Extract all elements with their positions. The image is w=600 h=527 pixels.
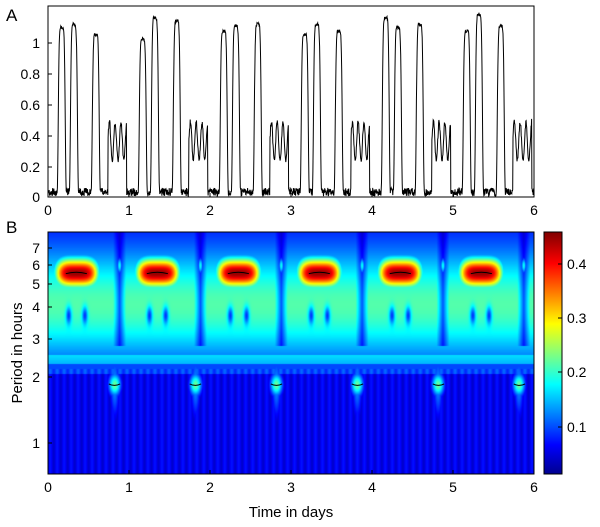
minor-ridge-line [351,383,364,386]
panel-b-x-tick-label-3: 3 [287,479,295,495]
panel-b-x-tick-label-5: 5 [449,479,457,495]
colorbar-gradient [543,231,563,475]
panel-a: 0 1 2 3 4 5 6 0 0.2 0.4 0.6 0.8 1 [21,5,538,218]
panel-a-y-tick-label-5: 1 [32,35,40,51]
major-ridge-line [227,271,250,275]
panel-b-x-tick-label-1: 1 [125,479,133,495]
panel-b-y-ticks: 1 2 3 4 5 6 7 [32,240,52,451]
minor-ridge-line [513,383,526,386]
panel-b-ridge-lines [65,271,526,386]
panel-b-y-tick-label-5: 5 [32,276,40,292]
panel-a-x-tick-label-6: 6 [530,202,538,218]
panel-a-x-tick-label-2: 2 [206,202,214,218]
colorbar-tick-label-1: 0.1 [567,419,587,435]
panel-a-x-tick-label-1: 1 [125,202,133,218]
panel-a-y-ticks: 0 0.2 0.4 0.6 0.8 1 [21,35,52,205]
colorbar-tick-label-3: 0.3 [567,310,587,326]
colorbar-tick-label-4: 0.4 [567,256,587,272]
panel-label-b: B [6,218,17,237]
colorbar-tick-label-2: 0.2 [567,364,587,380]
panel-b-y-tick-label-4: 4 [32,299,40,315]
panel-a-x-tick-label-3: 3 [287,202,295,218]
major-ridge-line [65,271,88,275]
panel-b-x-axis-title: Time in days [249,504,333,521]
panel-a-x-ticks: 0 1 2 3 4 5 6 [44,193,538,218]
panel-b-x-tick-label-6: 6 [530,479,538,495]
panel-a-x-tick-label-4: 4 [368,202,376,218]
panel-b-heatmap-wrap [48,232,534,474]
panel-a-x-tick-label-5: 5 [449,202,457,218]
panel-b-x-tick-label-4: 4 [368,479,376,495]
panel-a-y-tick-label-3: 0.6 [21,97,41,113]
panel-b-y-tick-label-6: 6 [32,257,40,273]
major-ridge-line [470,271,493,275]
panel-a-x-tick-label-0: 0 [44,202,52,218]
panel-label-a: A [6,6,18,25]
panel-b-y-tick-label-7: 7 [32,240,40,256]
panel-b-heatmap [48,232,534,474]
panel-b-y-tick-label-1: 1 [32,435,40,451]
major-ridge-line [146,271,169,275]
panel-b-y-tick-label-2: 2 [32,369,40,385]
panel-a-background [48,6,534,197]
colorbar: 0.1 0.2 0.3 0.4 [543,231,587,475]
minor-ridge-line [189,383,202,386]
panel-b-x-tick-label-2: 2 [206,479,214,495]
minor-ridge-line [108,383,121,386]
panel-a-y-tick-label-1: 0.2 [21,159,41,175]
major-ridge-line [308,271,331,275]
panel-a-y-tick-label-0: 0 [32,189,40,205]
panel-b-x-tick-label-0: 0 [44,479,52,495]
minor-ridge-line [432,383,445,386]
minor-ridge-line [270,383,283,386]
panel-b-x-ticks: 0 1 2 3 4 5 6 [44,470,538,495]
major-ridge-line [389,271,412,275]
panel-b-y-tick-label-3: 3 [32,331,40,347]
panel-a-y-tick-label-4: 0.8 [21,66,41,82]
panel-b-y-axis-title: Period in hours [9,303,26,404]
panel-b: 0 1 2 3 4 5 6 1 2 3 4 5 6 7 Time in days… [9,231,538,521]
panel-a-y-tick-label-2: 0.4 [21,128,41,144]
